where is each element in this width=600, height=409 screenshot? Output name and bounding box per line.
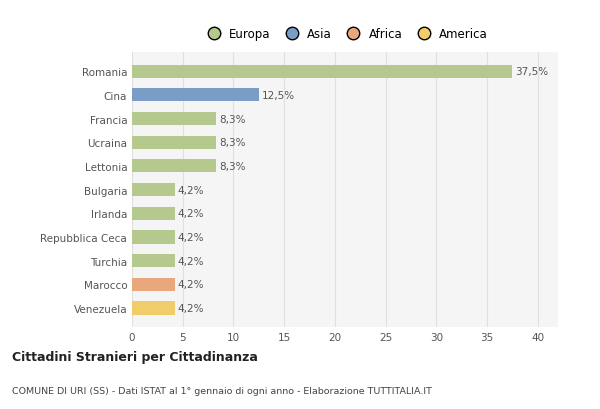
Text: 4,2%: 4,2% <box>178 232 204 243</box>
Bar <box>132 254 175 267</box>
Text: 4,2%: 4,2% <box>178 280 204 290</box>
Bar <box>132 65 512 79</box>
Text: 8,3%: 8,3% <box>219 162 246 171</box>
Bar <box>132 160 216 173</box>
Text: 8,3%: 8,3% <box>219 138 246 148</box>
Bar <box>132 278 175 291</box>
Text: 12,5%: 12,5% <box>262 91 295 101</box>
Bar <box>132 89 259 102</box>
Text: COMUNE DI URI (SS) - Dati ISTAT al 1° gennaio di ogni anno - Elaborazione TUTTIT: COMUNE DI URI (SS) - Dati ISTAT al 1° ge… <box>12 386 432 395</box>
Text: 37,5%: 37,5% <box>515 67 548 77</box>
Text: 4,2%: 4,2% <box>178 256 204 266</box>
Bar <box>132 207 175 220</box>
Text: 4,2%: 4,2% <box>178 303 204 313</box>
Legend: Europa, Asia, Africa, America: Europa, Asia, Africa, America <box>197 23 493 46</box>
Bar <box>132 302 175 315</box>
Text: 8,3%: 8,3% <box>219 115 246 124</box>
Text: 4,2%: 4,2% <box>178 209 204 219</box>
Bar <box>132 184 175 197</box>
Bar <box>132 113 216 126</box>
Bar <box>132 231 175 244</box>
Bar <box>132 137 216 149</box>
Text: Cittadini Stranieri per Cittadinanza: Cittadini Stranieri per Cittadinanza <box>12 350 258 363</box>
Text: 4,2%: 4,2% <box>178 185 204 195</box>
